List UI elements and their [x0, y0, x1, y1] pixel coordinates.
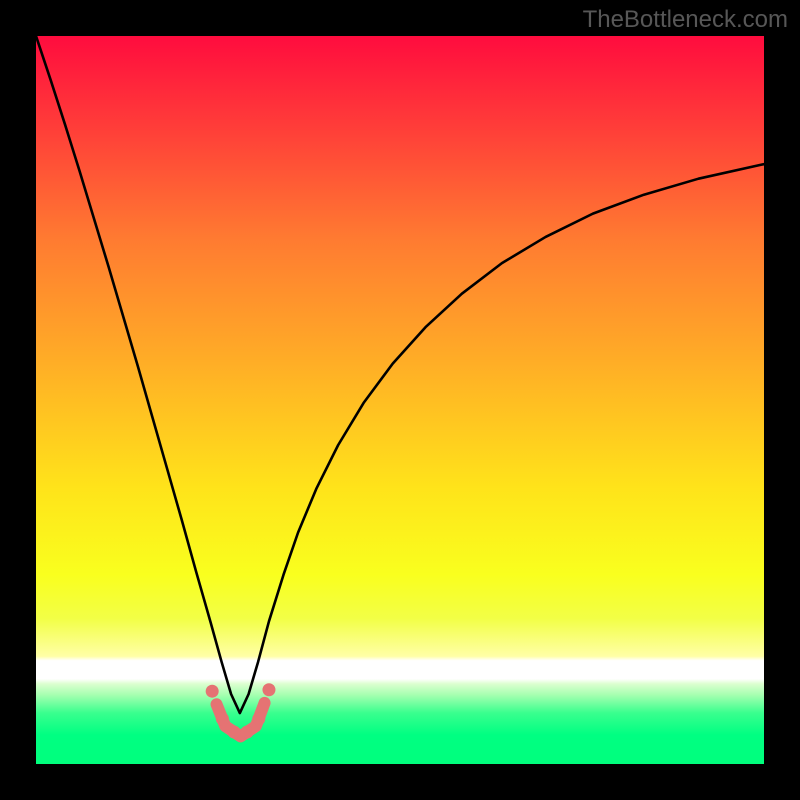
curve-layer: [36, 36, 764, 764]
plot-area: [36, 36, 764, 764]
valley-dot: [228, 725, 241, 738]
chart-stage: TheBottleneck.com: [0, 0, 800, 800]
valley-dot: [262, 683, 275, 696]
v-curve: [36, 36, 764, 713]
watermark-text: TheBottleneck.com: [583, 6, 788, 34]
valley-dot: [206, 685, 219, 698]
valley-dot: [241, 725, 254, 738]
valley-dot: [252, 712, 265, 725]
valley-dot: [216, 712, 229, 725]
